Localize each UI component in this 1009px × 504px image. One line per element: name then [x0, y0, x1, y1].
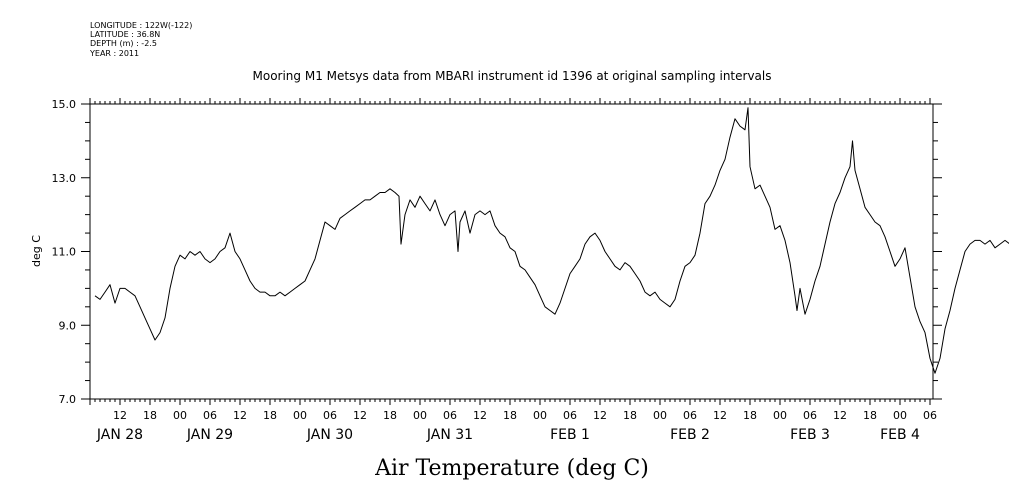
- plot-frame: [89, 103, 934, 400]
- x-tick-label: 18: [143, 409, 157, 422]
- x-tick-label: 06: [563, 409, 577, 422]
- x-tick-label: 12: [113, 409, 127, 422]
- y-tick-label: 13.0: [52, 172, 77, 185]
- date-label: FEB 4: [880, 427, 920, 443]
- x-tick-label: 12: [353, 409, 367, 422]
- x-tick-label: 06: [683, 409, 697, 422]
- y-tick-label: 7.0: [59, 393, 77, 406]
- longitude-text: LONGITUDE : 122W(-122): [90, 21, 193, 30]
- x-axis-label: Air Temperature (deg C): [374, 456, 649, 481]
- x-tick-label: 12: [473, 409, 487, 422]
- x-tick-label: 00: [773, 409, 787, 422]
- x-tick-label: 00: [653, 409, 667, 422]
- y-tick-label: 9.0: [59, 319, 77, 332]
- x-tick-label: 18: [503, 409, 517, 422]
- date-label: JAN 31: [426, 427, 473, 443]
- x-tick-label: 00: [293, 409, 307, 422]
- x-tick-label: 12: [593, 409, 607, 422]
- metadata-block: LONGITUDE : 122W(-122) LATITUDE : 36.8N …: [90, 21, 192, 58]
- y-tick-label: 11.0: [52, 246, 77, 259]
- x-tick-label: 06: [443, 409, 457, 422]
- date-label: JAN 30: [306, 427, 353, 443]
- x-tick-label: 00: [533, 409, 547, 422]
- y-axis-label: deg C: [30, 235, 43, 267]
- year-text: YEAR : 2011: [90, 48, 140, 58]
- x-tick-label: 06: [923, 409, 937, 422]
- x-tick-label: 18: [623, 409, 637, 422]
- date-label: FEB 1: [550, 427, 590, 443]
- date-label: FEB 2: [670, 427, 710, 443]
- x-tick-label: 18: [263, 409, 277, 422]
- date-label: FEB 3: [790, 427, 830, 443]
- x-tick-label: 00: [413, 409, 427, 422]
- x-tick-label: 06: [203, 409, 217, 422]
- series-line-0: [94, 107, 1009, 374]
- x-tick-label: 12: [233, 409, 247, 422]
- x-tick-label: 12: [713, 409, 727, 422]
- x-tick-label: 12: [833, 409, 847, 422]
- chart-title: Mooring M1 Metsys data from MBARI instru…: [253, 69, 772, 83]
- date-label: JAN 29: [186, 427, 233, 443]
- latitude-text: LATITUDE : 36.8N: [90, 30, 161, 40]
- date-label: JAN 28: [96, 427, 143, 443]
- x-tick-label: 18: [863, 409, 877, 422]
- x-axis: 12 18 00 06 12 18 00 06 12 18 00 06 12 18 00 06 12 18 00 06…: [89, 98, 937, 443]
- x-tick-label: 18: [743, 409, 757, 422]
- x-tick-label: 06: [803, 409, 817, 422]
- x-tick-label: 00: [893, 409, 907, 422]
- y-tick-label: 15.0: [52, 98, 77, 111]
- depth-text: DEPTH (m) : -2.5: [90, 39, 157, 49]
- x-tick-label: 00: [173, 409, 187, 422]
- x-tick-label: 18: [383, 409, 397, 422]
- series-group: [94, 107, 1009, 374]
- y-axis: 7.0 9.0 11.0 13.0 15.0: [52, 98, 942, 406]
- x-tick-label: 06: [323, 409, 337, 422]
